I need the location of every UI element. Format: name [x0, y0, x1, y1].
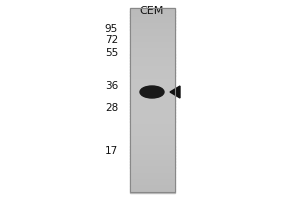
- Polygon shape: [170, 86, 180, 98]
- Bar: [130, 45, 175, 48]
- Bar: [130, 109, 175, 113]
- Bar: [130, 33, 175, 36]
- Bar: [130, 143, 175, 146]
- Bar: [130, 186, 175, 189]
- Text: 28: 28: [105, 103, 118, 113]
- Bar: [130, 91, 175, 94]
- Bar: [130, 39, 175, 42]
- Bar: [130, 23, 175, 27]
- Bar: [130, 128, 175, 131]
- Bar: [130, 146, 175, 150]
- Text: 36: 36: [105, 81, 118, 91]
- Bar: [130, 134, 175, 137]
- Bar: [130, 174, 175, 177]
- Bar: [130, 20, 175, 24]
- Bar: [130, 125, 175, 128]
- Bar: [130, 82, 175, 85]
- Bar: [130, 8, 175, 12]
- Bar: [130, 152, 175, 156]
- Text: 17: 17: [105, 146, 118, 156]
- Bar: [130, 17, 175, 21]
- Bar: [130, 137, 175, 140]
- Bar: [130, 115, 175, 119]
- Bar: [130, 158, 175, 162]
- Bar: [130, 180, 175, 183]
- Bar: [130, 51, 175, 54]
- Bar: [130, 48, 175, 51]
- Bar: [130, 131, 175, 134]
- Bar: [130, 88, 175, 91]
- Bar: [130, 29, 175, 33]
- Bar: [130, 97, 175, 100]
- Bar: [130, 57, 175, 61]
- Bar: [130, 164, 175, 168]
- Bar: [130, 26, 175, 30]
- Bar: [130, 75, 175, 79]
- Bar: [130, 72, 175, 76]
- Bar: [130, 42, 175, 45]
- Bar: [130, 189, 175, 192]
- Text: 55: 55: [105, 48, 118, 58]
- Bar: [130, 100, 175, 104]
- Bar: [130, 177, 175, 180]
- Bar: [130, 121, 175, 125]
- Bar: [130, 183, 175, 186]
- Bar: [130, 63, 175, 67]
- Text: 72: 72: [105, 35, 118, 45]
- Bar: [130, 66, 175, 70]
- Bar: [130, 149, 175, 153]
- Bar: [130, 60, 175, 64]
- Bar: [130, 94, 175, 97]
- Bar: [130, 167, 175, 171]
- Bar: [130, 140, 175, 143]
- Bar: [130, 14, 175, 18]
- Bar: [130, 171, 175, 174]
- Bar: [130, 69, 175, 73]
- Bar: [130, 54, 175, 58]
- Text: 95: 95: [105, 24, 118, 34]
- Bar: [130, 36, 175, 39]
- Bar: [130, 155, 175, 159]
- Bar: [130, 85, 175, 88]
- Text: CEM: CEM: [140, 6, 164, 16]
- Bar: [130, 79, 175, 82]
- Bar: [130, 8, 175, 192]
- Ellipse shape: [140, 86, 164, 98]
- Bar: [130, 11, 175, 15]
- Bar: [130, 161, 175, 165]
- Bar: [130, 118, 175, 122]
- Bar: [130, 103, 175, 107]
- Bar: [130, 106, 175, 110]
- Bar: [130, 112, 175, 116]
